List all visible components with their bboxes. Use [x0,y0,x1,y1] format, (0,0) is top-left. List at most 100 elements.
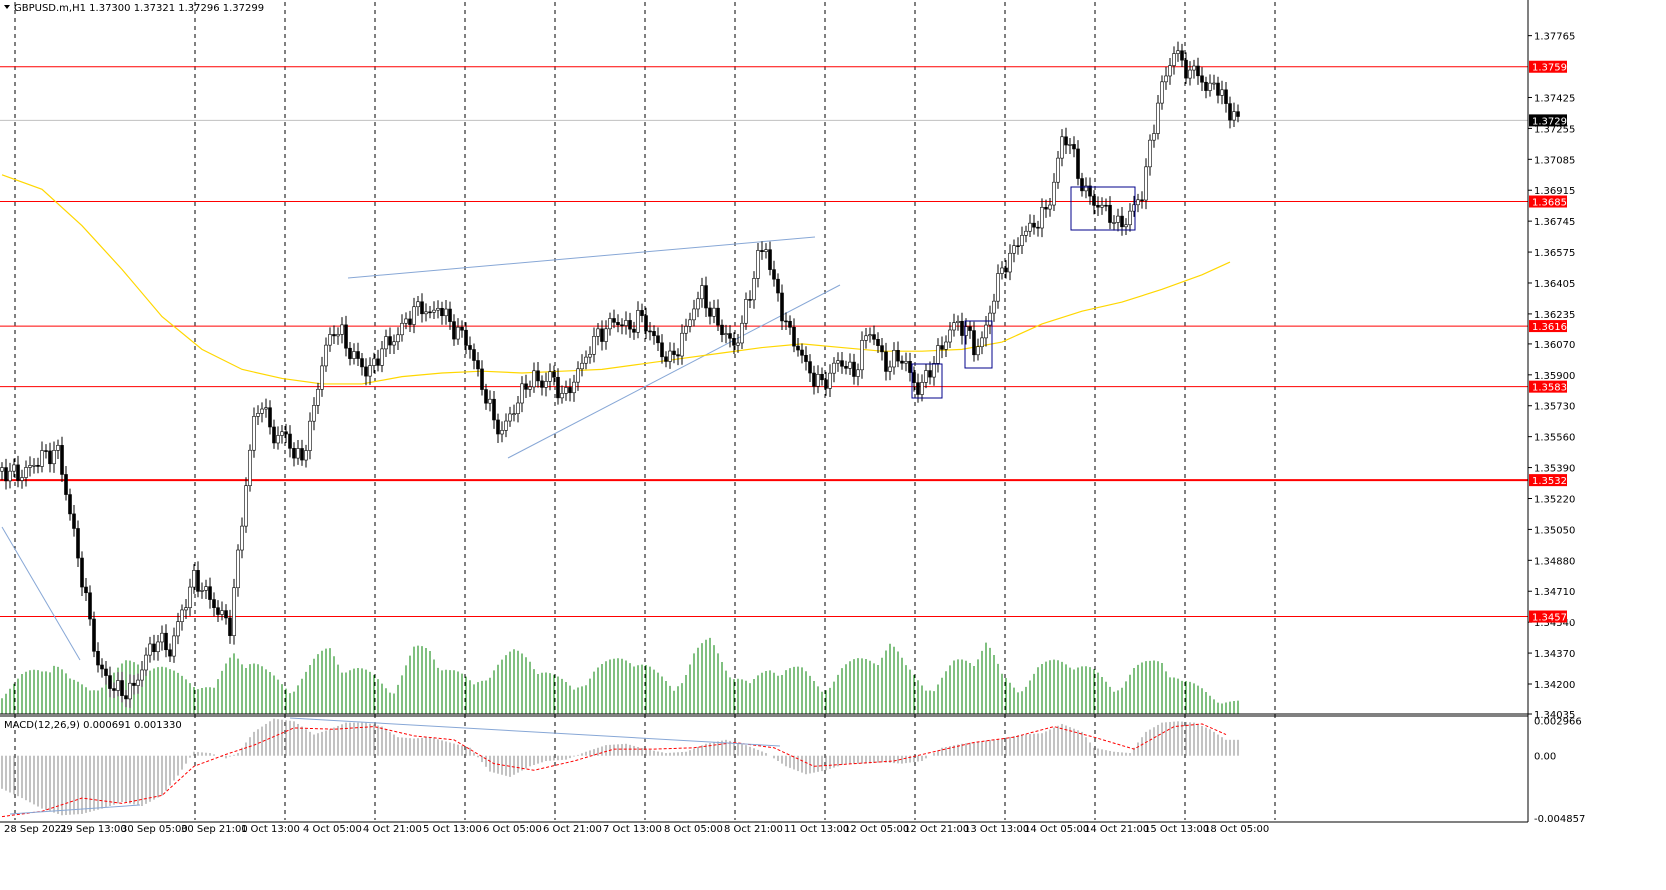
macd-signal-line [1,723,1227,818]
candle-body [460,326,464,331]
candle-body [352,351,356,359]
candle-body [840,360,844,367]
candle-body [1148,139,1152,168]
candle-body [1064,136,1068,146]
candle-body [1020,235,1024,246]
candle-body [164,632,168,651]
candle-body [80,557,84,588]
candle-body [632,328,636,333]
candle-body [920,382,924,395]
price-tick-label: 1.37765 [1534,32,1575,43]
candle-body [820,374,824,381]
candle-body [272,426,276,444]
level-tag-label: 1.37594 [1532,63,1573,74]
candle-body [280,431,284,436]
highlight-box-0 [911,363,943,399]
candle-body [724,333,728,335]
candle-body [864,335,868,341]
candle-body [444,308,448,317]
candle-body [276,435,280,444]
candle-body [1052,181,1056,206]
candle-body [180,609,184,622]
symbol-dropdown-icon [4,5,10,9]
candle-body [640,310,644,316]
candle-body [1072,144,1076,150]
candle-body [616,322,620,326]
candle-body [232,587,236,636]
candle-body [52,450,56,465]
candle-body [728,333,732,339]
candle-body [324,344,328,367]
candle-body [1108,204,1112,223]
candle-body [108,675,112,689]
moving-average-line [1,174,1231,385]
candle-body [744,299,748,324]
candle-body [1112,222,1116,224]
candle-body [832,362,836,374]
candle-body [580,362,584,370]
candle-body [696,298,700,310]
candle-body [948,329,952,343]
candle-body [1040,207,1044,229]
candle-body [996,273,1000,302]
time-tick-label: 8 Oct 21:00 [724,824,783,835]
candle-body [676,354,680,357]
candle-body [648,330,652,333]
candle-body [188,586,192,608]
candle-body [40,450,44,467]
price-tick-label: 1.35560 [1534,433,1575,444]
candle-body [128,682,132,700]
candle-body [1160,81,1164,104]
time-tick-label: 14 Oct 05:00 [1024,824,1089,835]
time-tick-label: 11 Oct 13:00 [784,824,849,835]
candle-body [320,365,324,390]
candle-body [1236,111,1240,117]
candle-body [356,351,360,359]
candle-body [120,680,124,696]
candle-body [84,586,88,594]
candle-body [1016,245,1020,247]
candle-body [24,467,28,478]
candle-body [748,299,752,301]
candle-body [1140,199,1144,202]
candle-body [308,420,312,451]
candle-body [592,336,596,355]
candle-body [1068,144,1072,146]
candle-body [876,339,880,346]
candle-body [36,464,40,467]
candle-body [96,650,100,666]
candle-body [740,322,744,344]
candle-body [936,345,940,364]
candle-body [1100,204,1104,208]
candle-body [672,350,676,355]
highlight-box-2 [1070,186,1136,231]
candle-body [912,372,916,383]
price-tick-label: 1.35220 [1534,494,1575,505]
candle-body [732,338,736,346]
candle-body [208,586,212,600]
candle-body [168,649,172,657]
candle-body [1092,195,1096,206]
candle-body [780,292,784,322]
candle-body [264,407,268,410]
candle-body [400,322,404,336]
candle-body [1000,267,1004,274]
candle-body [348,347,352,359]
candle-body [12,464,16,472]
candle-body [416,301,420,308]
time-tick-label: 6 Oct 05:00 [483,824,542,835]
candle-body [612,318,616,323]
candle-body [360,358,364,368]
candle-body [60,445,64,475]
candle-body [584,356,588,364]
candle-body [316,388,320,406]
candle-body [364,366,368,377]
candle-body [752,278,756,301]
price-tick-label: 1.34880 [1534,556,1575,567]
candle-body [1200,75,1204,83]
candle-body [244,485,248,527]
candle-body [1012,245,1016,254]
candle-body [112,688,116,691]
